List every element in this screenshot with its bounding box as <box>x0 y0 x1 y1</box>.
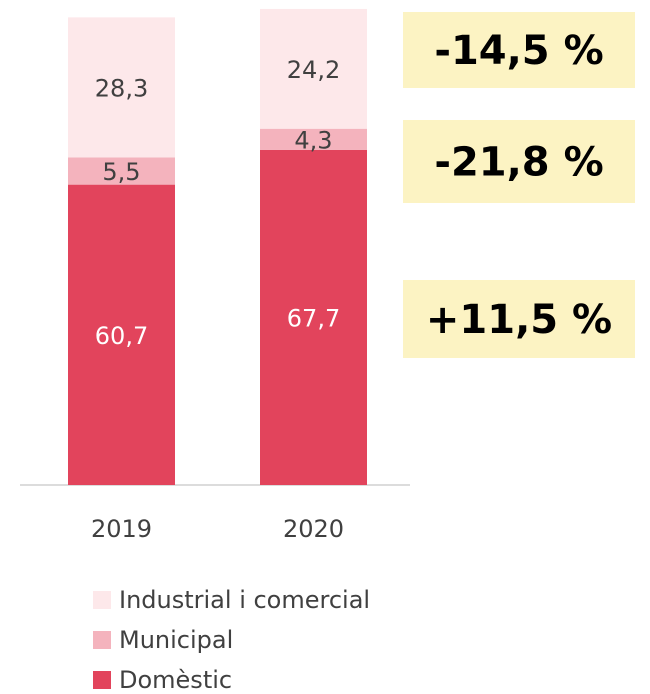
legend-swatch <box>93 671 111 689</box>
x-tick-label: 2020 <box>283 515 344 543</box>
legend-label: Domèstic <box>119 666 232 694</box>
annotation: -14,5 % <box>434 28 603 74</box>
annotation: +11,5 % <box>426 297 612 343</box>
data-label: 4,3 <box>294 126 332 154</box>
annotation-box <box>403 12 635 88</box>
bar-segment <box>68 17 175 158</box>
data-label: 60,7 <box>95 322 148 350</box>
data-label: 28,3 <box>95 74 148 102</box>
data-label: 5,5 <box>102 158 140 186</box>
data-label: 24,2 <box>287 56 340 84</box>
data-label: 67,7 <box>287 304 340 332</box>
legend-label: Industrial i comercial <box>119 586 370 614</box>
x-tick-label: 2019 <box>91 515 152 543</box>
bar-segment <box>260 128 367 150</box>
bar-segment <box>260 8 367 129</box>
annotation-box <box>403 280 635 358</box>
annotation-box <box>403 120 635 203</box>
legend-swatch <box>93 631 111 649</box>
bar-segment <box>68 184 175 486</box>
bar-segment <box>68 157 175 185</box>
legend-swatch <box>93 591 111 609</box>
bar-segment <box>260 149 367 485</box>
annotation: -21,8 % <box>434 140 603 186</box>
legend-label: Municipal <box>119 626 233 654</box>
